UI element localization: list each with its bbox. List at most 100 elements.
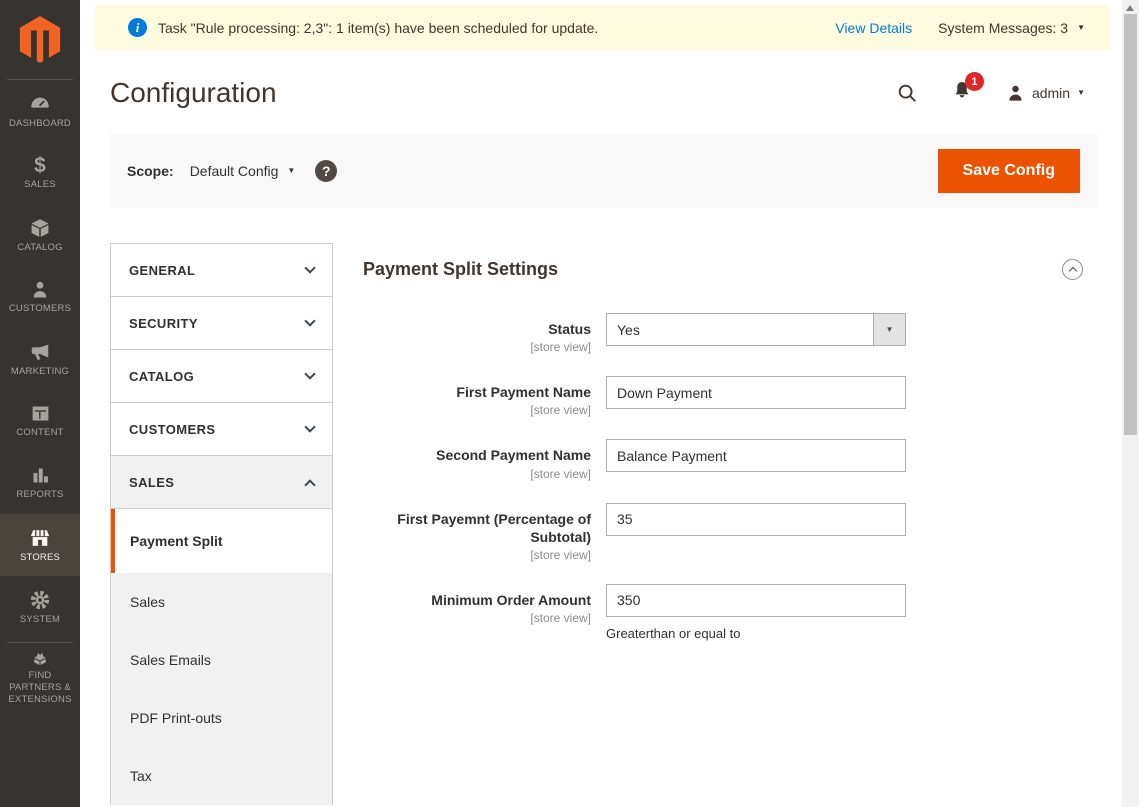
caret-down-icon: ▼ (287, 166, 296, 175)
field-label-text: First Payemnt (Percentage of Subtotal) (397, 510, 591, 545)
config-section-catalog[interactable]: CATALOG (111, 350, 332, 403)
first-payment-percentage-input[interactable] (606, 502, 906, 536)
field-label: Status [store view] (363, 313, 591, 354)
sidebar-item-marketing[interactable]: MARKETING (0, 328, 80, 390)
view-details-link[interactable]: View Details (835, 19, 913, 36)
section-label: GENERAL (129, 262, 196, 278)
magento-logo[interactable] (7, 0, 73, 80)
config-section-sales[interactable]: SALES (111, 456, 332, 509)
sidebar-item-label: REPORTS (16, 489, 64, 501)
system-messages-dropdown[interactable]: System Messages: 3 ▼ (938, 20, 1085, 36)
field-label: Second Payment Name [store view] (363, 439, 591, 480)
sidebar-item-customers[interactable]: CUSTOMERS (0, 266, 80, 328)
second-payment-name-input[interactable] (606, 439, 906, 473)
field-label-text: Status (548, 321, 591, 337)
field-row-minimum-order-amount: Minimum Order Amount [store view] Greate… (363, 583, 1097, 641)
chevron-up-icon (1068, 266, 1077, 276)
collapse-section-button[interactable] (1062, 259, 1083, 280)
sidebar-item-stores[interactable]: STORES (0, 514, 80, 576)
page-scrollbar[interactable] (1122, 0, 1139, 807)
config-section-security[interactable]: SECURITY (111, 297, 332, 350)
section-label: SECURITY (129, 315, 198, 331)
marketing-icon (31, 344, 49, 360)
scope-label: Scope: (127, 163, 174, 179)
search-button[interactable] (896, 82, 918, 104)
system-message-text: Task "Rule processing: 2,3": 1 item(s) h… (158, 19, 599, 36)
admin-username: admin (1031, 85, 1071, 101)
subnav-item-pdf-print-outs[interactable]: PDF Print-outs (130, 710, 222, 726)
field-note: Greaterthan or equal to (606, 625, 741, 641)
sidebar-item-label: CUSTOMERS (8, 302, 72, 314)
notifications-button[interactable]: 1 (952, 72, 984, 106)
sidebar-item-dashboard[interactable]: DASHBOARD (0, 80, 80, 142)
admin-sidebar: DASHBOARD $ SALES CATALOG CUSTOMERS (0, 0, 80, 807)
page-title: Configuration (110, 77, 277, 108)
system-message-bar: i Task "Rule processing: 2,3": 1 item(s)… (95, 5, 1110, 50)
subnav-item-tax[interactable]: Tax (130, 768, 152, 784)
system-icon (30, 590, 50, 609)
chevron-down-icon (304, 368, 316, 380)
sidebar-item-label: FIND PARTNERS & EXTENSIONS (8, 670, 72, 706)
sidebar-item-reports[interactable]: REPORTS (0, 452, 80, 514)
chevron-down-icon (304, 315, 316, 327)
customers-icon (33, 281, 47, 298)
sidebar-item-label: SYSTEM (19, 613, 61, 625)
sales-subnav: Payment Split Sales Sales Emails PDF Pri… (111, 509, 332, 805)
caret-down-icon: ▼ (885, 324, 894, 334)
subnav-item-payment-split[interactable]: Payment Split (111, 509, 332, 573)
info-icon: i (128, 18, 147, 37)
sidebar-item-catalog[interactable]: CATALOG (0, 204, 80, 266)
notifications-count-badge: 1 (964, 72, 984, 91)
scrollbar-thumb[interactable] (1124, 14, 1137, 435)
field-label: First Payment Name [store view] (363, 376, 591, 417)
dashboard-icon (31, 97, 49, 108)
section-header: Payment Split Settings (363, 259, 1097, 280)
scrollbar-up-arrow-icon[interactable] (1126, 5, 1134, 11)
system-messages-label: System Messages: 3 (938, 19, 1069, 36)
sidebar-item-label: CONTENT (16, 427, 64, 439)
header-actions: 1 admin ▼ (896, 72, 1085, 106)
chevron-up-icon (304, 478, 316, 491)
field-input-cell (606, 376, 906, 410)
search-icon (898, 84, 916, 102)
first-payment-name-input[interactable] (606, 376, 906, 410)
extensions-icon (34, 653, 46, 665)
field-input-cell (606, 502, 906, 536)
sidebar-item-system[interactable]: SYSTEM (0, 576, 80, 638)
chevron-down-icon (304, 421, 316, 433)
status-select[interactable]: Yes ▼ (606, 313, 906, 346)
field-row-status: Status [store view] Yes ▼ (363, 313, 1097, 354)
config-section-nav: GENERAL SECURITY CATALOG CUSTOMERS SALES… (110, 243, 333, 805)
field-input-cell: Greaterthan or equal to (606, 583, 906, 641)
minimum-order-amount-input[interactable] (606, 583, 906, 617)
magento-logo-icon (19, 16, 61, 63)
sidebar-item-label: SALES (24, 178, 56, 190)
sidebar-nav: DASHBOARD $ SALES CATALOG CUSTOMERS (0, 80, 80, 708)
sidebar-item-sales[interactable]: $ SALES (0, 142, 80, 204)
section-label: CATALOG (129, 368, 195, 384)
reports-icon (33, 468, 48, 483)
field-input-cell: Yes ▼ (606, 313, 906, 346)
sidebar-item-label: MARKETING (10, 365, 70, 377)
field-label-text: First Payment Name (456, 384, 591, 401)
field-label: Minimum Order Amount [store view] (363, 584, 591, 625)
sidebar-item-content[interactable]: CONTENT (0, 390, 80, 452)
sidebar-item-find-partners[interactable]: FIND PARTNERS & EXTENSIONS (7, 642, 73, 708)
field-label-text: Minimum Order Amount (431, 591, 591, 608)
scope-bar: Scope: Default Config ▼ ? Save Config (110, 134, 1097, 208)
save-config-button[interactable]: Save Config (937, 149, 1080, 193)
field-scope-hint: [store view] (530, 611, 591, 626)
config-section-general[interactable]: GENERAL (111, 244, 332, 297)
config-section-customers[interactable]: CUSTOMERS (111, 403, 332, 456)
scope-switcher[interactable]: Default Config ▼ (190, 163, 296, 179)
sidebar-item-label: DASHBOARD (9, 117, 71, 129)
sidebar-item-label: CATALOG (17, 241, 63, 253)
subnav-item-sales[interactable]: Sales (130, 594, 166, 610)
subnav-item-sales-emails[interactable]: Sales Emails (130, 652, 211, 668)
scope-value: Default Config (189, 163, 279, 179)
help-button[interactable]: ? (315, 160, 338, 182)
select-dropdown-button[interactable]: ▼ (873, 314, 905, 345)
page-header: Configuration 1 admin ▼ (80, 50, 1122, 134)
admin-account-menu[interactable]: admin ▼ (1006, 84, 1085, 103)
caret-down-icon: ▼ (1077, 88, 1085, 97)
